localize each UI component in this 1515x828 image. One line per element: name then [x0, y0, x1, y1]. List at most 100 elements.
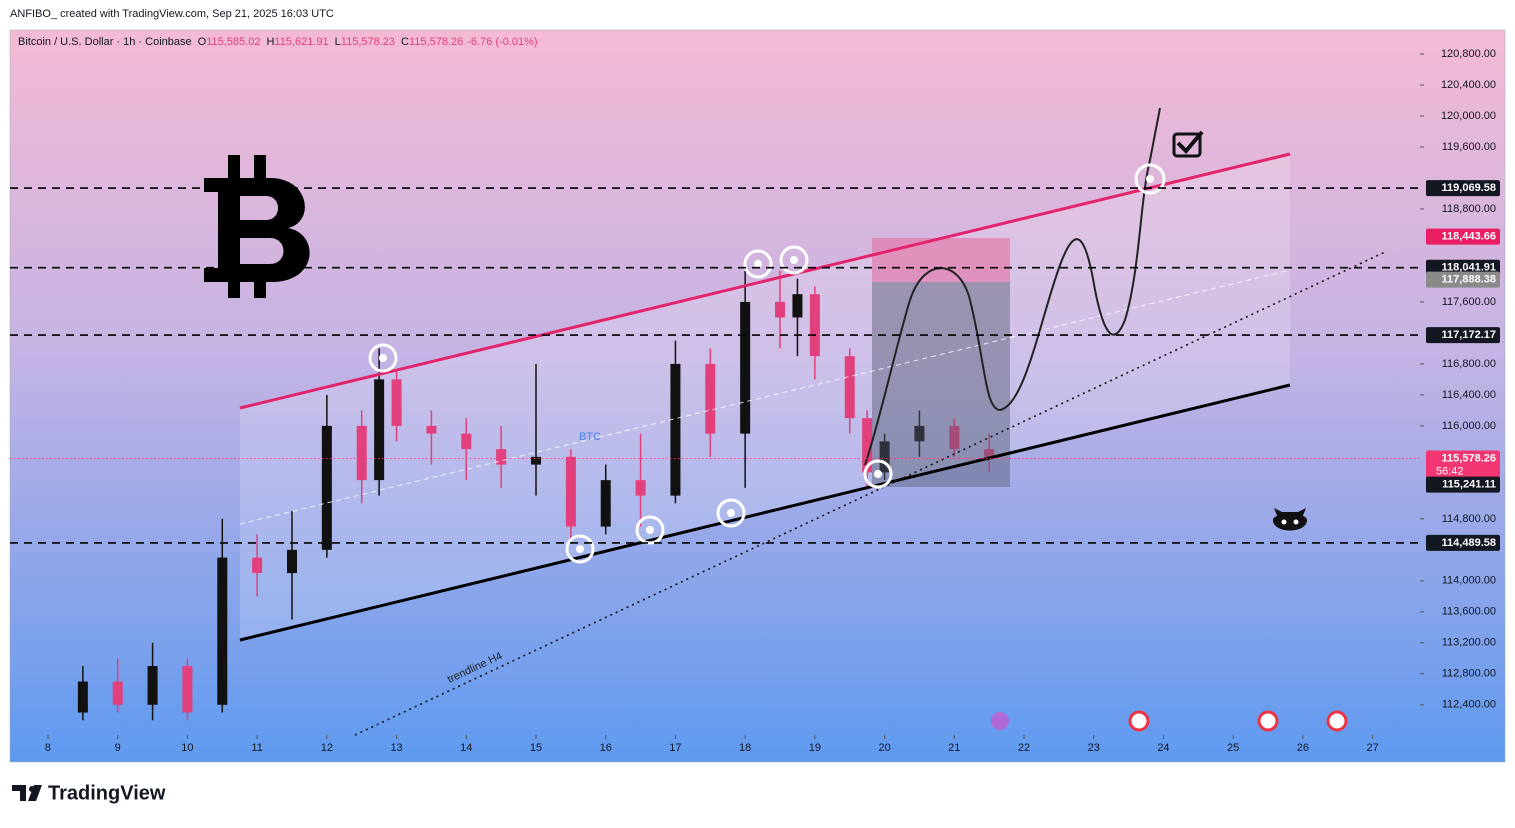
- legend-item: H: [266, 36, 274, 48]
- price-tag: [1426, 327, 1500, 344]
- price-tag-label: 118,443.66: [1442, 230, 1496, 242]
- price-tag-label: 114,489.58: [1442, 537, 1496, 549]
- target-zone: [872, 238, 1010, 282]
- price-tag: [1426, 450, 1500, 479]
- channel-top: [239, 152, 1291, 410]
- candle-body: [356, 425, 367, 481]
- candle-body: [600, 480, 611, 527]
- candle-body: [635, 480, 646, 496]
- x-tick-label: 13: [390, 742, 402, 754]
- x-tick-label: 27: [1366, 742, 1378, 754]
- candle-body: [217, 557, 228, 705]
- legend-item: 115,578.23: [341, 36, 395, 48]
- check-icon: [1172, 130, 1204, 158]
- candle-body: [147, 666, 158, 705]
- candle-body: [879, 441, 890, 473]
- candle-body: [740, 301, 751, 434]
- plot-area: [77, 270, 995, 721]
- pivot-dots: [379, 175, 1154, 553]
- candle-body: [182, 666, 193, 713]
- legend-item: 115,621.91: [274, 36, 328, 48]
- candle-body: [496, 449, 507, 465]
- credit-line: ANFIBO_ created with TradingView.com, Se…: [10, 8, 334, 20]
- y-tick-label: 116,800.00: [1442, 358, 1496, 370]
- price-tag-label: 115,578.26: [1442, 452, 1496, 464]
- candle-body: [531, 456, 542, 465]
- countdown: 56:42: [1436, 465, 1464, 477]
- x-tick-label: 11: [251, 742, 262, 754]
- price-tag-label: 117,888.38: [1442, 273, 1496, 285]
- candle-body: [984, 449, 995, 457]
- x-tick-label: 17: [669, 742, 681, 754]
- candle-body: [670, 363, 681, 496]
- channel-mid: [239, 269, 1291, 525]
- y-tick-label: 114,800.00: [1442, 513, 1496, 525]
- drawings: [204, 107, 1386, 736]
- y-tick-label: 118,800.00: [1442, 203, 1496, 215]
- trendline-h4: [354, 251, 1386, 736]
- price-tag: [1426, 271, 1500, 288]
- footer-brand: TradingView: [12, 782, 166, 804]
- y-tick-label: 113,200.00: [1442, 637, 1496, 649]
- y-tick-label: 116,400.00: [1442, 389, 1496, 401]
- x-tick-label: 19: [809, 742, 821, 754]
- price-tag-label: 119,069.58: [1442, 182, 1496, 194]
- pivot-markers: [368, 163, 1166, 564]
- price-tag: [1426, 534, 1500, 551]
- x-tick-label: 25: [1227, 742, 1239, 754]
- x-tick-label: 20: [878, 742, 890, 754]
- brand-name: TradingView: [48, 782, 166, 804]
- x-tick-label: 21: [948, 742, 960, 754]
- candle-body: [809, 294, 820, 357]
- x-tick-label: 12: [321, 742, 333, 754]
- x-tick-label: 10: [181, 742, 193, 754]
- candle-body: [775, 301, 786, 318]
- channel-label: BTC: [579, 431, 601, 443]
- legend-item: 115,585.02: [206, 36, 260, 48]
- candle-body: [914, 425, 925, 442]
- candle-body: [391, 379, 402, 426]
- price-tag: [1426, 180, 1500, 197]
- legend-item: C: [401, 36, 409, 48]
- bitcoin-logo: [204, 155, 310, 298]
- legend-item: 115,578.26: [409, 36, 463, 48]
- cat-icon: [1273, 508, 1307, 531]
- price-tag-label: 117,172.17: [1442, 329, 1496, 341]
- y-tick-label: 120,000.00: [1441, 110, 1496, 122]
- legend-item: O: [198, 36, 207, 48]
- candle-body: [565, 456, 576, 527]
- x-tick-label: 18: [739, 742, 751, 754]
- candle-body: [112, 681, 123, 705]
- candle-body: [252, 557, 263, 574]
- candle-body: [426, 425, 437, 434]
- stop-zone: [872, 282, 1010, 487]
- candle-body: [461, 433, 472, 450]
- x-tick-label: 22: [1018, 742, 1030, 754]
- legend-item: L: [335, 36, 341, 48]
- candle-body: [792, 294, 803, 318]
- candle-body: [844, 356, 855, 419]
- x-tick-label: 8: [45, 742, 51, 754]
- x-tick-label: 16: [600, 742, 612, 754]
- x-tick-label: 26: [1297, 742, 1309, 754]
- symbol-legend: Bitcoin / U.S. Dollar · 1h · Coinbase O11…: [18, 36, 538, 48]
- candle-body: [321, 425, 332, 550]
- legend-item: Bitcoin / U.S. Dollar · 1h · Coinbase: [18, 36, 192, 48]
- y-tick-label: 120,400.00: [1441, 79, 1496, 91]
- y-tick-label: 112,800.00: [1442, 668, 1496, 680]
- x-tick-label: 9: [115, 742, 121, 754]
- channel-bottom: [239, 383, 1291, 642]
- candle-body: [374, 379, 385, 481]
- x-tick-label: 14: [460, 742, 472, 754]
- y-tick-label: 114,000.00: [1442, 575, 1496, 587]
- candle-body: [77, 681, 88, 713]
- price-tag-label: 115,241.11: [1442, 479, 1496, 491]
- candle-body: [949, 425, 960, 450]
- x-tick-label: 15: [530, 742, 542, 754]
- legend-item: -6.76 (-0.01%): [467, 36, 537, 48]
- event-icons: [991, 710, 1348, 732]
- price-tag-label: 118,041.91: [1442, 262, 1496, 274]
- price-tag: [1426, 476, 1500, 493]
- x-tick-label: 24: [1157, 742, 1169, 754]
